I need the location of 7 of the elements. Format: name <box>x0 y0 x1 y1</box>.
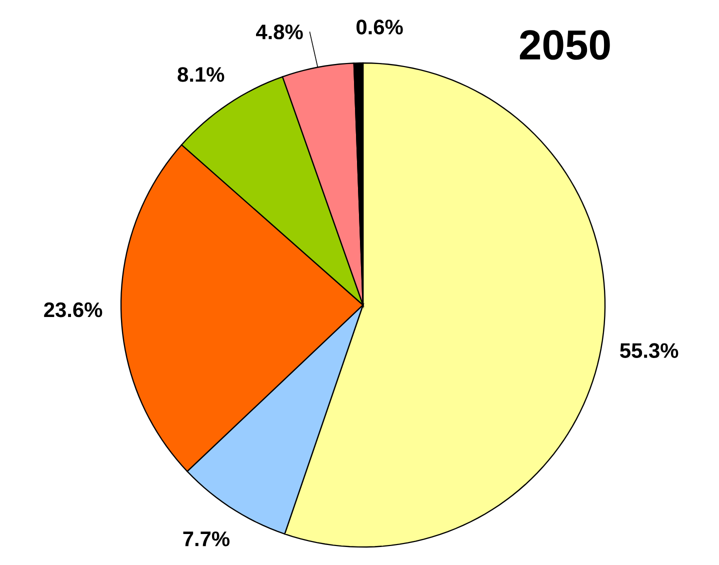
data-label: 23.6% <box>44 302 102 318</box>
data-label: 55.3% <box>620 343 678 358</box>
chart-title: 2050 <box>520 30 610 60</box>
data-label: 8.1% <box>178 67 224 82</box>
data-label: 4.8% <box>256 24 303 40</box>
data-label: 7.7% <box>183 532 230 546</box>
data-label: 0.6% <box>356 20 403 34</box>
